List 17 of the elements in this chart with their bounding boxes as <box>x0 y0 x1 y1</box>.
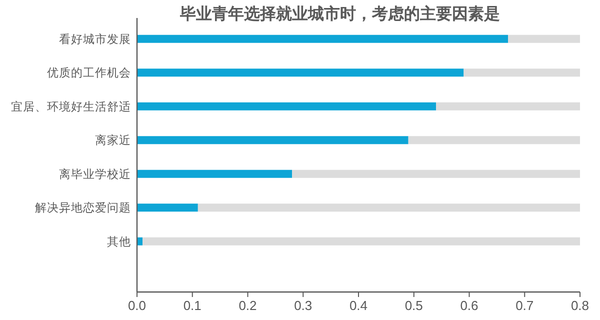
y-tick-label: 离家近 <box>95 133 131 148</box>
x-tick-label: 0.7 <box>516 298 534 313</box>
x-tick-label: 0.1 <box>183 298 202 313</box>
y-tick-label: 其他 <box>107 235 131 248</box>
x-tick-label: 0.4 <box>349 298 368 313</box>
chart-title: 毕业青年选择就业城市时，考虑的主要因素是 <box>179 4 500 23</box>
x-tick-label: 0.8 <box>570 298 590 313</box>
y-tick-label: 优质的工作机会 <box>47 66 131 80</box>
x-tick-label: 0.3 <box>294 298 312 313</box>
x-tick-label: 0.5 <box>404 298 423 313</box>
y-tick-label: 看好城市发展 <box>59 32 131 46</box>
y-tick-label: 解决异地恋爱问题 <box>35 200 131 215</box>
y-tick-label: 宜居、环境好生活舒适 <box>11 99 131 114</box>
y-tick-label: 离毕业学校近 <box>59 166 131 181</box>
x-tick-label: 0.6 <box>460 298 478 313</box>
x-tick-label: 0.0 <box>128 298 146 313</box>
x-tick-label: 0.2 <box>238 298 257 313</box>
